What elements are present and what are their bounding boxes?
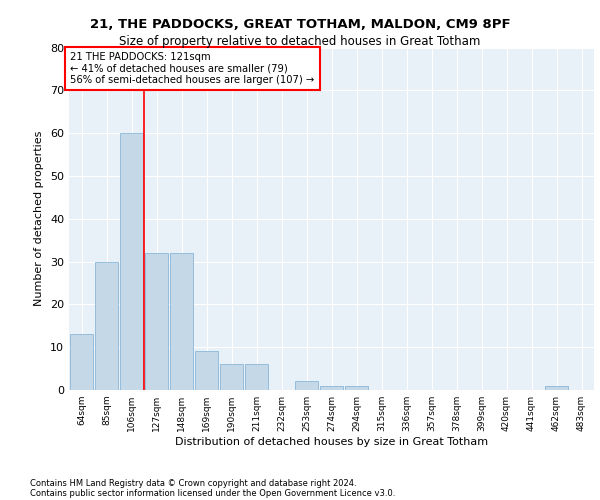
Bar [170, 253, 193, 390]
Text: Contains HM Land Registry data © Crown copyright and database right 2024.: Contains HM Land Registry data © Crown c… [30, 478, 356, 488]
Bar [344, 386, 368, 390]
Y-axis label: Number of detached properties: Number of detached properties [34, 131, 44, 306]
Bar [220, 364, 244, 390]
Bar [70, 334, 94, 390]
Bar [194, 352, 218, 390]
Bar [95, 262, 118, 390]
Text: 21 THE PADDOCKS: 121sqm
← 41% of detached houses are smaller (79)
56% of semi-de: 21 THE PADDOCKS: 121sqm ← 41% of detache… [70, 52, 314, 85]
Bar [320, 386, 343, 390]
Bar [145, 253, 169, 390]
Text: 21, THE PADDOCKS, GREAT TOTHAM, MALDON, CM9 8PF: 21, THE PADDOCKS, GREAT TOTHAM, MALDON, … [89, 18, 511, 30]
Bar [119, 133, 143, 390]
X-axis label: Distribution of detached houses by size in Great Totham: Distribution of detached houses by size … [175, 437, 488, 447]
Bar [295, 382, 319, 390]
Bar [245, 364, 268, 390]
Text: Contains public sector information licensed under the Open Government Licence v3: Contains public sector information licen… [30, 488, 395, 498]
Text: Size of property relative to detached houses in Great Totham: Size of property relative to detached ho… [119, 35, 481, 48]
Bar [545, 386, 568, 390]
